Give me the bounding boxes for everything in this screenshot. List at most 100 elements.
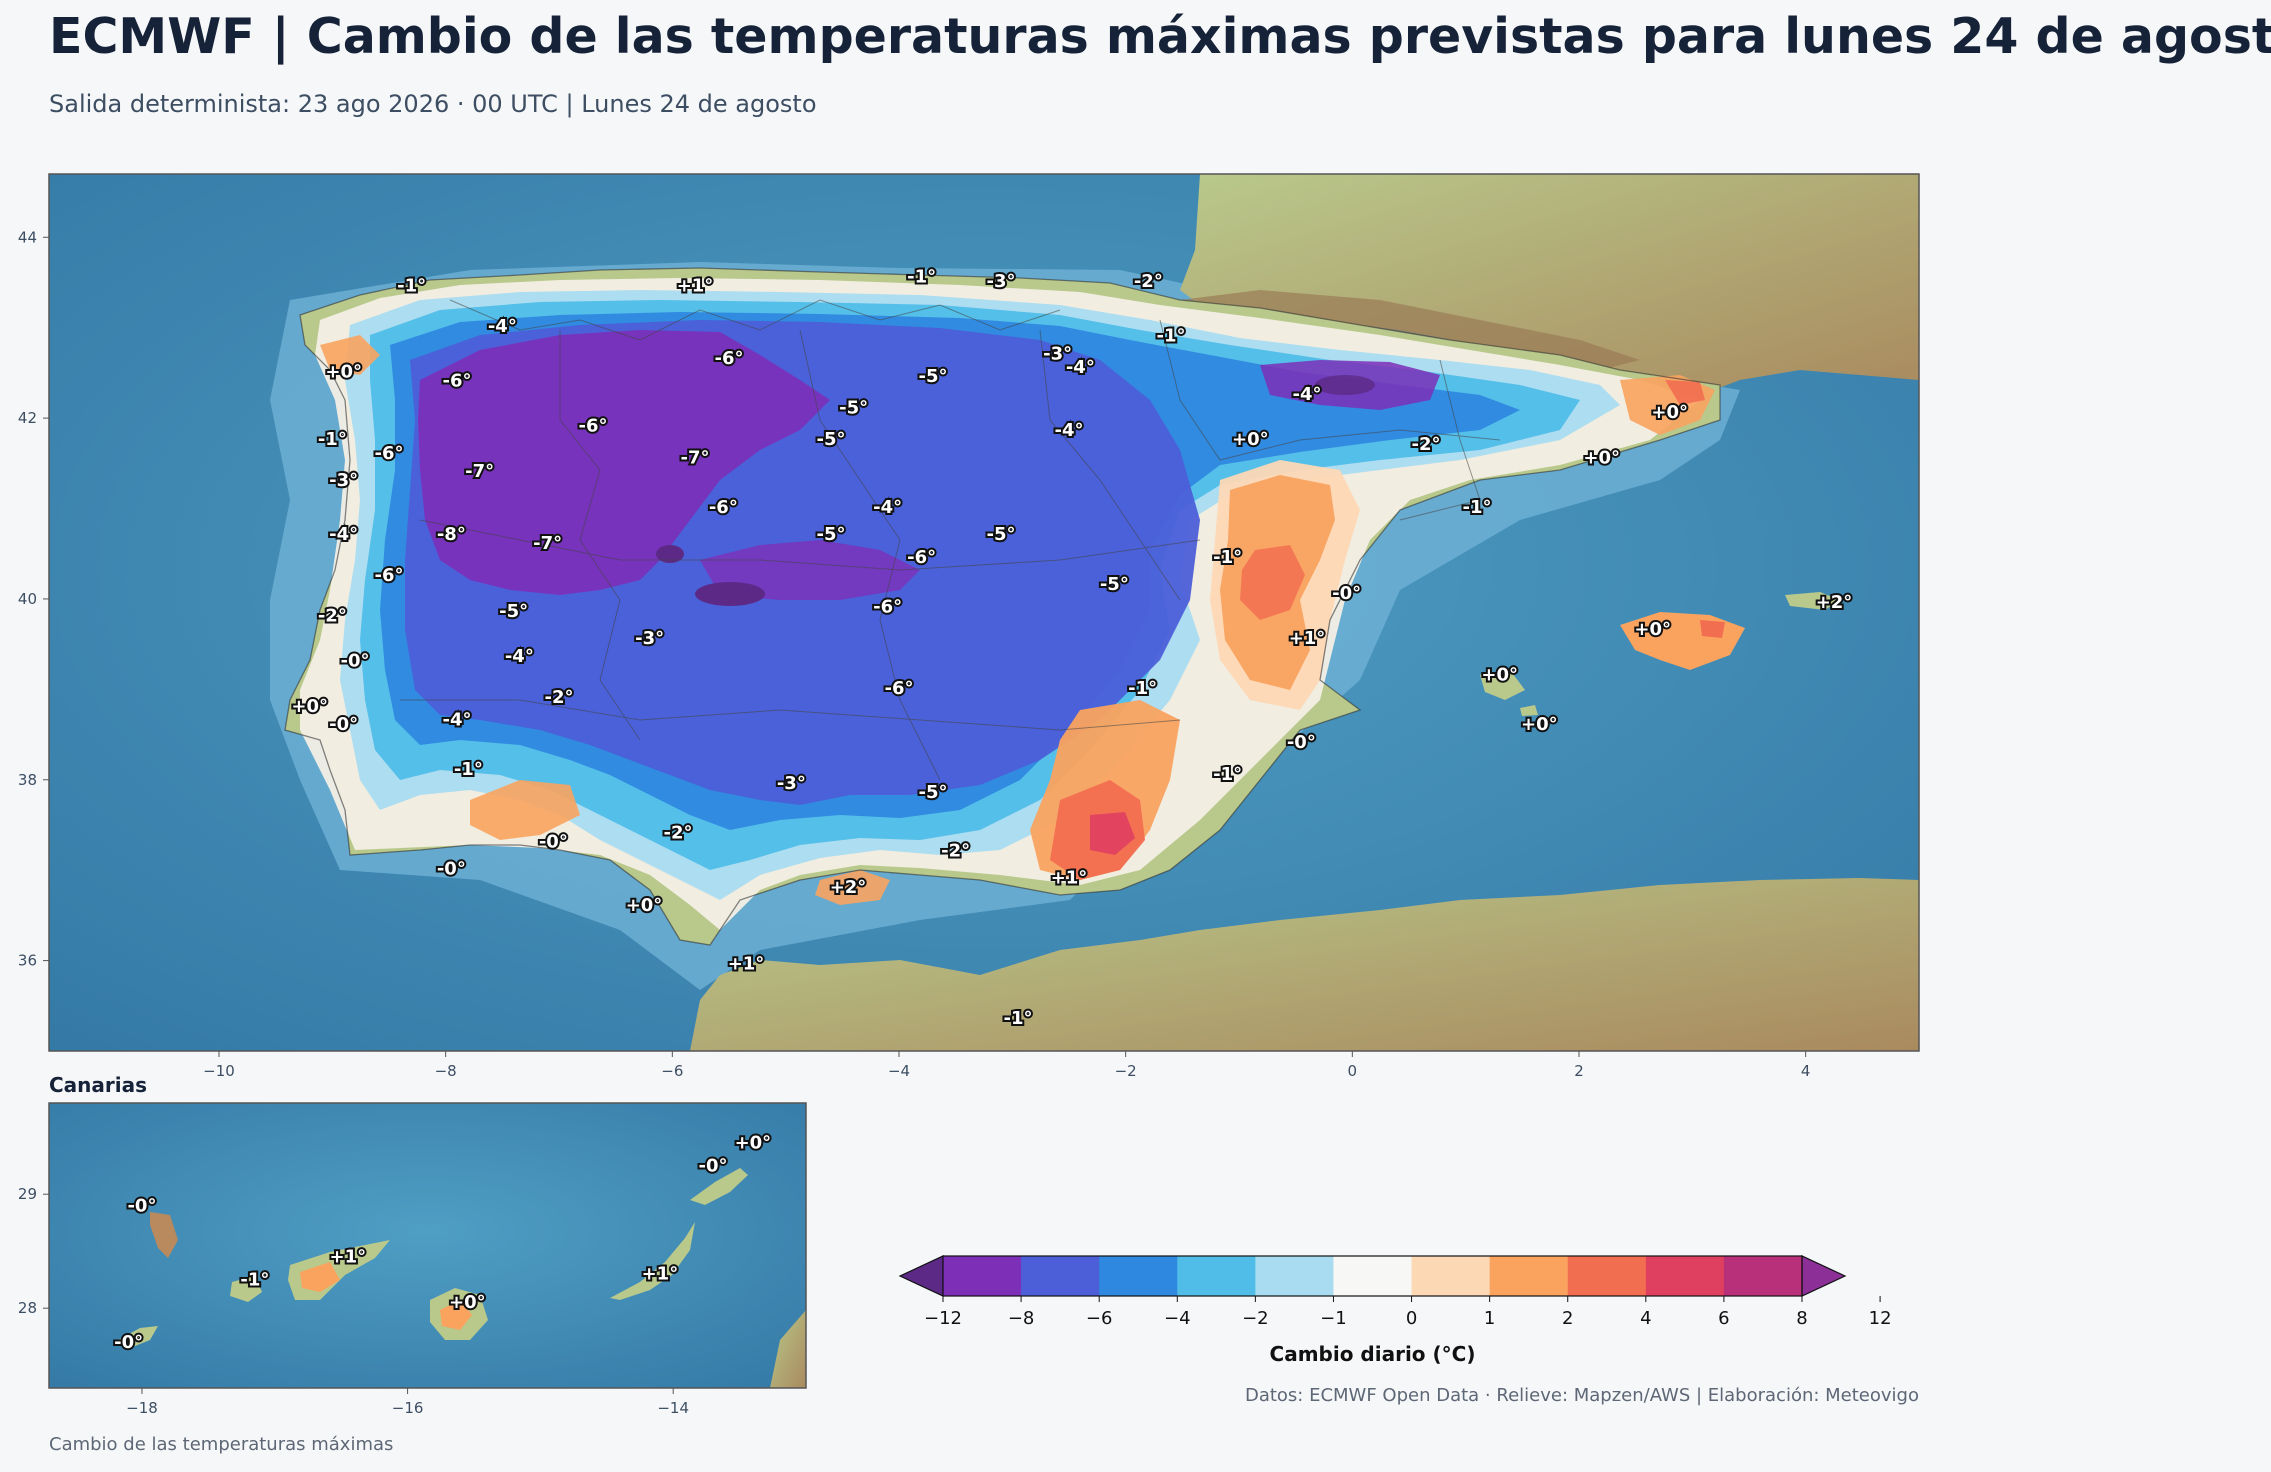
x-tick-label: −8 [435,1062,457,1080]
temperature-change-label: -4° [1055,420,1084,441]
temperature-change-label: +0° [1634,619,1671,640]
temperature-change-label: -0° [1287,732,1316,753]
temperature-change-label: -4° [488,316,517,337]
inset-title: Canarias [49,1073,148,1097]
menorca [1785,592,1840,610]
colorbar-tick-label: −12 [924,1308,962,1329]
page-subtitle: Salida determinista: 23 ago 2026 · 00 UT… [49,90,817,118]
colorbar-tick-label: −1 [1320,1308,1347,1329]
island-tenerife-warm [300,1262,340,1292]
temperature-change-label: +0° [1521,714,1558,735]
temperature-change-label: +1° [728,954,765,975]
y-tick-label: 40 [18,590,37,608]
contour-minus-12 [656,545,684,563]
inset-temperature-change-label: -0° [699,1155,728,1176]
temperature-change-label: +0° [626,895,663,916]
contour-minus-8-center [700,540,920,600]
colorbar-tick-label: −8 [1008,1308,1035,1329]
temperature-change-label: -3° [329,470,358,491]
island-fuerteventura [610,1222,695,1300]
inset-x-tick-label: −14 [657,1399,689,1417]
colorbar-tick-label: −4 [1164,1308,1191,1329]
inset-x-tick-label: −16 [392,1399,424,1417]
inset-point-labels: -0° -1° +1° +0° +1° -0° +0° -0° [112,1131,773,1356]
colorbar-tick-label: −2 [1242,1308,1269,1329]
footer-credits: Datos: ECMWF Open Data · Relieve: Mapzen… [1244,1385,1919,1406]
x-tick-label: −2 [1115,1062,1137,1080]
temperature-change-label: +2° [1816,592,1853,613]
temperature-change-label: -5° [817,429,846,450]
contour-plus-6-valencia [1240,545,1305,620]
colorbar-segment [1411,1256,1491,1296]
temperature-change-label: +1° [1051,868,1088,889]
y-tick-label: 38 [18,771,37,789]
formentera [1520,705,1538,716]
main-map[interactable] [48,173,1920,1052]
x-tick-label: 4 [1801,1062,1811,1080]
temperature-change-label: -6° [873,597,902,618]
island-lanzarote [690,1168,748,1205]
inset-map[interactable] [48,1102,807,1389]
mallorca-hot [1700,620,1725,638]
temperature-change-label: -1° [1157,325,1186,346]
colorbar-frame [942,1255,1803,1297]
colorbar-segment [943,1256,1022,1296]
temperature-change-label: -5° [839,398,868,419]
inset-x-tick-label: −18 [126,1399,158,1417]
temperature-change-label: -0° [539,832,568,853]
contour-plus-8-murcia [1090,812,1135,855]
inset-temperature-change-label: +0° [735,1133,772,1154]
temperature-change-label: -6° [907,547,936,568]
main-point-labels: -1° +1° -1° -3° -2° -4° -6° -3° -4° -1° +0° -6° -5° -… [289,264,1854,1030]
colorbar-segment [1645,1256,1725,1296]
inset-temperature-change-label: +0° [449,1292,486,1313]
x-tick-label: 2 [1574,1062,1584,1080]
ibiza [1480,670,1525,700]
temperature-change-label: -1° [1213,547,1242,568]
footer-caption: Cambio de las temperaturas máximas [49,1434,394,1455]
colorbar-tick-label: 1 [1484,1308,1495,1329]
temperature-change-label: -5° [919,782,948,803]
temperature-change-label: -4° [329,524,358,545]
island-la-palma [150,1212,178,1258]
map-frame [48,173,1920,1052]
inset-frame [48,1102,807,1389]
temperature-change-label: -6° [715,348,744,369]
temperature-change-label: -7° [533,533,562,554]
temperature-change-label: -0° [329,714,358,735]
temperature-change-label: -3° [777,773,806,794]
x-tick-label: −4 [888,1062,910,1080]
temperature-change-label: -4° [873,497,902,518]
island-la-gomera [230,1276,262,1302]
x-tick-label: −10 [203,1062,235,1080]
island-gran-canaria-warm [440,1300,472,1330]
colorbar-tick-label: 6 [1718,1308,1729,1329]
temperature-change-label: -8° [437,524,466,545]
colorbar-label: Cambio diario (°C) [1270,1342,1476,1366]
temperature-change-label: -6° [375,565,404,586]
temperature-change-label: +0° [1232,429,1269,450]
temperature-change-label: +0° [1651,402,1688,423]
temperature-change-label: -1° [318,429,347,450]
temperature-change-label: -4° [1066,357,1095,378]
region-borders [400,299,1501,781]
contour-plus-2-andalucia [470,780,580,840]
page-title: ECMWF | Cambio de las temperaturas máxim… [49,8,2271,65]
colorbar-extend-min [898,1255,944,1297]
temperature-change-label: -1° [1004,1008,1033,1029]
temperature-change-label: +1° [677,276,714,297]
colorbar-segment [1255,1256,1334,1296]
inset-temperature-change-label: -0° [114,1332,143,1353]
x-tick-label: 0 [1348,1062,1358,1080]
africa-land-inset [770,1310,806,1388]
temperature-change-label: -5° [499,601,528,622]
temperature-change-label: -3° [987,271,1016,292]
colorbar-segment [1177,1256,1256,1296]
temperature-change-label: -1° [1463,497,1492,518]
contour-minus-12 [1315,375,1375,395]
temperature-change-label: -0° [437,859,466,880]
temperature-change-label: -2° [941,841,970,862]
temperature-change-label: -7° [681,447,710,468]
